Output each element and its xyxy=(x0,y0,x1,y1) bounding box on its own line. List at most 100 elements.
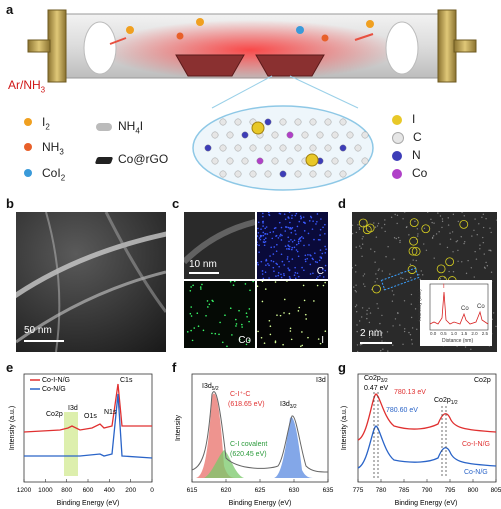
stem-atom xyxy=(470,267,473,269)
eds-dot xyxy=(235,318,237,321)
eds-dot xyxy=(320,218,322,220)
stem-atom xyxy=(368,336,371,339)
stem-atom xyxy=(416,328,418,331)
eds-dot xyxy=(235,325,237,327)
stem-atom xyxy=(378,268,380,270)
stem-atom xyxy=(376,225,379,227)
stem-atom xyxy=(390,216,393,219)
eds-dot xyxy=(208,303,211,306)
eds-dot xyxy=(317,338,320,340)
xps-i3d-chart: Intensity Binding Energy (eV) 615 620 625 6… xyxy=(175,373,334,507)
eds-dot xyxy=(294,266,296,269)
eds-dot xyxy=(309,263,312,266)
stem-atom xyxy=(432,235,435,237)
annot-c-i-covalent: C-I covalent xyxy=(230,441,267,448)
eds-dot xyxy=(257,227,259,230)
x-tick-label: 805 xyxy=(491,487,501,494)
stem-image: 2 nm I Co Co Intensity (a.u.) 0.0 0.5 1.0 1… xyxy=(352,212,497,352)
eds-dot xyxy=(260,336,263,339)
stem-atom xyxy=(452,213,455,216)
stem-atom xyxy=(410,293,413,296)
stem-atom xyxy=(387,350,389,352)
scale-bar xyxy=(360,342,392,344)
eds-dot xyxy=(294,277,297,279)
eds-dot xyxy=(307,232,310,235)
eds-dot xyxy=(205,315,207,317)
stem-atom xyxy=(470,348,472,350)
stem-atom xyxy=(361,243,364,245)
eds-dot xyxy=(322,276,325,278)
stem-atom xyxy=(361,316,363,318)
x-tick-label: 630 xyxy=(289,487,300,494)
stem-atom xyxy=(381,332,383,334)
eds-dot xyxy=(233,281,236,283)
series-co-n-g-line xyxy=(357,425,497,469)
stem-atom xyxy=(392,344,394,346)
single-atom-circle xyxy=(409,218,419,228)
eds-dot xyxy=(262,234,265,237)
stem-atom xyxy=(490,271,493,273)
eds-map-i: I xyxy=(257,281,328,348)
stem-atom xyxy=(359,245,361,247)
species-legend: I2 NH3 CoI2 xyxy=(24,112,65,188)
eds-dot xyxy=(324,269,327,272)
eds-dot xyxy=(275,275,277,277)
eds-dot xyxy=(286,256,289,258)
stem-atom xyxy=(433,222,435,224)
stem-atom xyxy=(483,253,485,255)
stem-atom xyxy=(375,329,378,331)
stem-atom xyxy=(439,278,442,280)
eds-dot xyxy=(283,273,285,275)
stem-atom xyxy=(473,229,475,231)
stem-atom xyxy=(383,223,386,226)
eds-dot xyxy=(297,242,300,245)
eds-dot xyxy=(314,252,316,254)
stem-atom xyxy=(473,276,475,278)
legend-atom-n: N xyxy=(392,146,427,164)
legend-coi2: CoI2 xyxy=(24,163,65,188)
stem-atom xyxy=(482,236,484,239)
atom-c xyxy=(249,170,257,178)
atom-c xyxy=(234,170,242,178)
eds-dot xyxy=(324,330,327,333)
panel-label-f: f xyxy=(172,360,177,375)
stem-atom xyxy=(376,278,378,280)
eds-dot xyxy=(241,326,243,328)
single-atom-circle xyxy=(372,284,381,294)
eds-dot xyxy=(288,212,291,214)
y-axis-label: Intensity (a.u.) xyxy=(341,406,348,450)
stem-atom xyxy=(361,238,363,240)
stem-atom xyxy=(403,212,406,213)
stem-atom xyxy=(356,330,358,333)
annot-c-i-plus-c: C-I⁺-C xyxy=(230,391,250,398)
x-tick-label: 800 xyxy=(468,487,479,494)
eds-dot xyxy=(214,332,217,335)
stem-atom xyxy=(448,270,450,273)
eds-dot xyxy=(319,234,321,236)
stem-atom xyxy=(374,334,377,336)
x-tick-label: 775 xyxy=(353,487,364,494)
eds-dot xyxy=(302,216,305,218)
eds-dot xyxy=(281,260,284,263)
annot-620-45: (620.45 eV) xyxy=(230,451,267,458)
single-atom-circle xyxy=(365,223,375,233)
eds-dot xyxy=(319,342,322,345)
eds-dot xyxy=(248,339,250,342)
atom-co xyxy=(286,131,294,139)
atom-i xyxy=(251,121,265,135)
eds-dot xyxy=(274,341,277,344)
eds-dot xyxy=(261,300,264,303)
eds-dot xyxy=(241,323,243,326)
series-co-i-n-g-line xyxy=(23,383,152,433)
atom-c xyxy=(211,131,219,139)
atom-i xyxy=(305,153,319,167)
eds-dot xyxy=(312,272,314,275)
atom-n xyxy=(279,170,287,178)
stem-atom xyxy=(421,274,424,276)
eds-dot xyxy=(288,312,291,315)
stem-atom xyxy=(362,235,364,238)
stem-atom xyxy=(484,267,486,269)
eds-dot xyxy=(319,239,321,241)
eds-dot xyxy=(274,281,277,283)
eds-dot xyxy=(288,260,290,263)
